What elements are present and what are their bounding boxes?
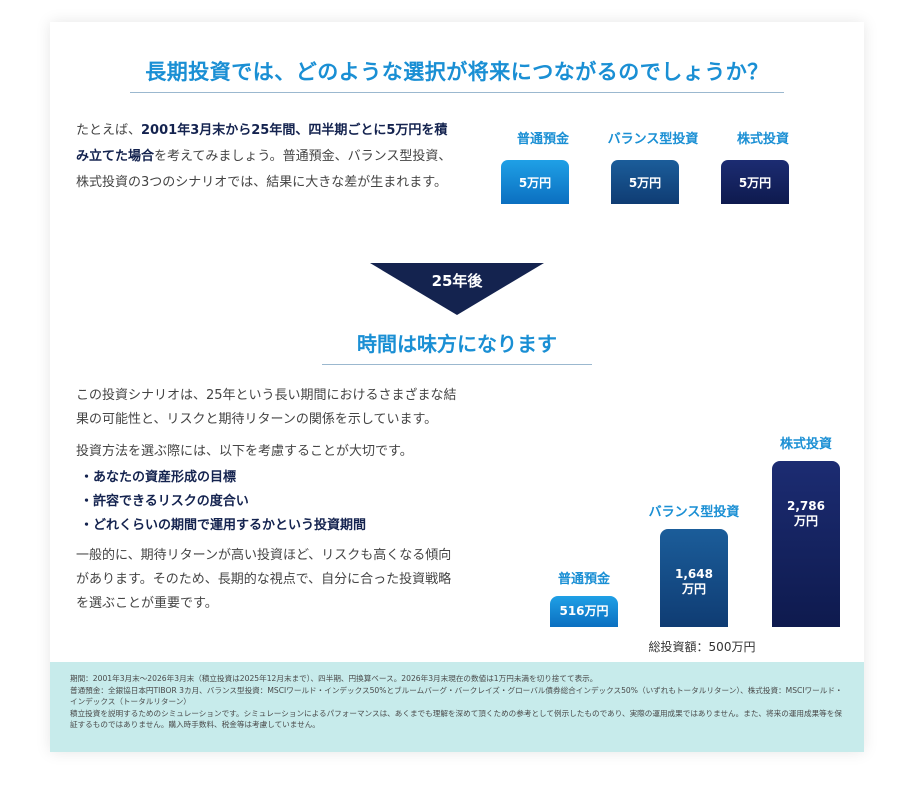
consideration-list: あなたの資産形成の目標 許容できるリスクの度合い どれくらいの期間で運用するかと… xyxy=(76,466,458,538)
top-bar-savings: 5万円 xyxy=(501,160,569,204)
chart-category-label-balanced: バランス型投資 xyxy=(648,505,740,520)
page-title: 長期投資では、どのような選択が将来につながるのでしょうか？ xyxy=(145,60,769,84)
top-section: 長期投資では、どのような選択が将来につながるのでしょうか？ たとえば、2001年… xyxy=(50,22,864,244)
top-chart-label-savings: 普通預金 xyxy=(516,132,569,147)
top-chart-label-stocks: 株式投資 xyxy=(736,132,789,147)
top-bar-balanced: 5万円 xyxy=(611,160,679,204)
body-paragraph-2: 投資方法を選ぶ際には、以下を考慮することが大切です。 xyxy=(76,444,413,459)
chart-bar-savings: 516万円 xyxy=(550,596,618,627)
chart-bar-stocks: 2,786 万円 xyxy=(772,461,840,627)
after-badge-label: 25年後 xyxy=(431,272,483,290)
list-item: どれくらいの期間で運用するかという投資期間 xyxy=(80,514,458,538)
chart-total-label: 総投資額：500万円 xyxy=(648,640,756,654)
section-subtitle: 時間は味方になります xyxy=(357,332,557,356)
intro-paragraph: たとえば、2001年3月末から25年間、四半期ごとに5万円を積み立てた場合を考え… xyxy=(76,118,456,196)
list-item: あなたの資産形成の目標 xyxy=(80,466,458,490)
top-bar-stocks-value: 5万円 xyxy=(738,175,772,190)
footnote-box: 期間：2001年3月末～2026年3月末（積立投資は2025年12月末まで）、四… xyxy=(50,662,864,752)
subtitle-divider xyxy=(322,364,592,365)
intro-highlight: 2001年3月末から25年間、四半期ごとに5万円を積み立てた場合 xyxy=(76,123,448,164)
result-bar-chart: 総投資額：500万円 516万円 普通預金 1,648 万円 バランス型投資 2,786 万… xyxy=(480,398,840,660)
top-bar-balanced-value: 5万円 xyxy=(628,175,662,190)
chart-bar-value-label: 1,648 万円 xyxy=(675,567,713,596)
intro-text-end: を考えてみましょう。普通預金、バランス型投資、株式投資の3つのシナリオでは、結果… xyxy=(76,149,452,190)
footnote-line-3: 積立投資を説明するためのシミュレーションです。シミュレーションによるパフォーマン… xyxy=(70,708,842,730)
intro-text-start: たとえば、 xyxy=(76,123,142,138)
chart-bar-value-label: 516万円 xyxy=(559,604,609,618)
body-text: この投資シナリオは、25年という長い期間におけるさまざまな結果の可能性と、リスク… xyxy=(76,384,458,624)
footnote-line-1: 期間：2001年3月末～2026年3月末（積立投資は2025年12月末まで）、四… xyxy=(70,674,598,683)
chart-bar-balanced: 1,648 万円 xyxy=(660,529,728,627)
body-paragraph-3: 一般的に、期待リターンが高い投資ほど、リスクも高くなる傾向があります。そのため、… xyxy=(76,548,452,611)
footnote-line-2: 普通預金：全銀協日本円TIBOR 3カ月、バランス型投資：MSCIワールド・イン… xyxy=(70,685,843,707)
chart-category-label-savings: 普通預金 xyxy=(557,572,610,587)
top-bar-stocks: 5万円 xyxy=(721,160,789,204)
list-item: 許容できるリスクの度合い xyxy=(80,490,458,514)
content-card: 長期投資では、どのような選択が将来につながるのでしょうか？ たとえば、2001年… xyxy=(50,22,864,752)
chart-category-label-stocks: 株式投資 xyxy=(779,437,832,452)
title-divider xyxy=(130,92,784,93)
top-bar-savings-value: 5万円 xyxy=(518,175,552,190)
top-chart-label-balanced: バランス型投資 xyxy=(607,132,699,147)
down-arrow-icon xyxy=(370,263,544,315)
body-paragraph-1: この投資シナリオは、25年という長い期間におけるさまざまな結果の可能性と、リスク… xyxy=(76,388,457,427)
after-25-years-badge: 25年後 xyxy=(370,263,544,315)
chart-bar-value-label: 2,786 万円 xyxy=(787,499,825,528)
footnote-text: 期間：2001年3月末～2026年3月末（積立投資は2025年12月末まで）、四… xyxy=(70,673,846,731)
